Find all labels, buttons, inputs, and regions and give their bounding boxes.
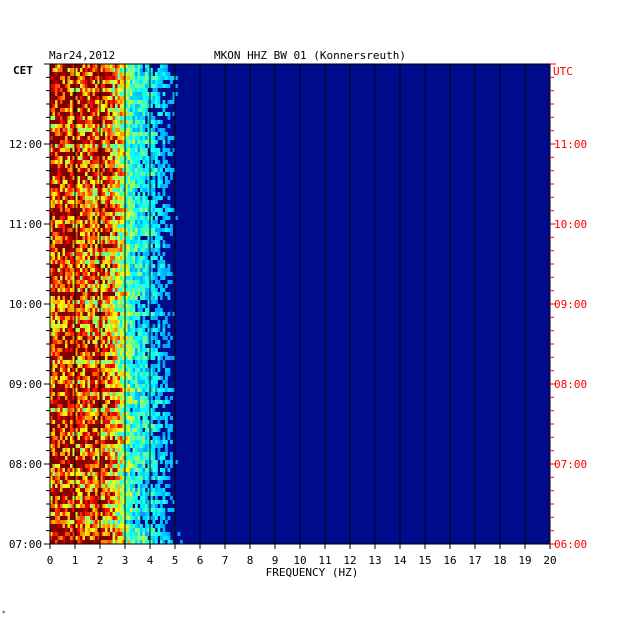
x-tick-label: 14: [393, 554, 407, 567]
x-tick-label: 1: [72, 554, 79, 567]
x-tick-label: 6: [197, 554, 204, 567]
left-time-label: 08:00: [9, 458, 42, 471]
right-time-label: 10:00: [554, 218, 587, 231]
right-time-label: 11:00: [554, 138, 587, 151]
x-tick-label: 17: [468, 554, 481, 567]
date-label: Mar24,2012: [49, 49, 115, 62]
right-time-label: 06:00: [554, 538, 587, 551]
x-tick-label: 13: [368, 554, 381, 567]
left-time-label: 12:00: [9, 138, 42, 151]
x-tick-label: 8: [247, 554, 254, 567]
chart-title: MKON HHZ BW 01 (Konnersreuth): [214, 49, 406, 62]
x-tick-label: 2: [97, 554, 104, 567]
left-time-label: 07:00: [9, 538, 42, 551]
left-axis-label: CET: [13, 64, 33, 77]
x-axis-label: FREQUENCY (HZ): [266, 566, 359, 579]
left-time-axis: 07:00 08:00 09:00 10:00 11:00 12:00: [9, 64, 50, 551]
left-time-label: 11:00: [9, 218, 42, 231]
right-time-axis: 06:00 07:00 08:00 09:00 10:00 11:00: [550, 64, 587, 551]
x-tick-label: 5: [172, 554, 179, 567]
x-tick-label: 3: [122, 554, 129, 567]
right-time-label: 07:00: [554, 458, 587, 471]
x-tick-label: 18: [493, 554, 506, 567]
x-tick-label: 0: [47, 554, 54, 567]
frequency-grid: [50, 64, 550, 544]
x-tick-label: 7: [222, 554, 229, 567]
x-tick-label: 19: [518, 554, 531, 567]
x-tick-label: 16: [443, 554, 456, 567]
right-time-label: 09:00: [554, 298, 587, 311]
x-tick-label: 15: [418, 554, 431, 567]
x-tick-label: 20: [543, 554, 556, 567]
left-time-label: 09:00: [9, 378, 42, 391]
corner-mark: *: [2, 610, 6, 617]
right-time-label: 08:00: [554, 378, 587, 391]
right-axis-label: UTC: [553, 65, 573, 78]
x-tick-label: 4: [147, 554, 154, 567]
left-time-label: 10:00: [9, 298, 42, 311]
